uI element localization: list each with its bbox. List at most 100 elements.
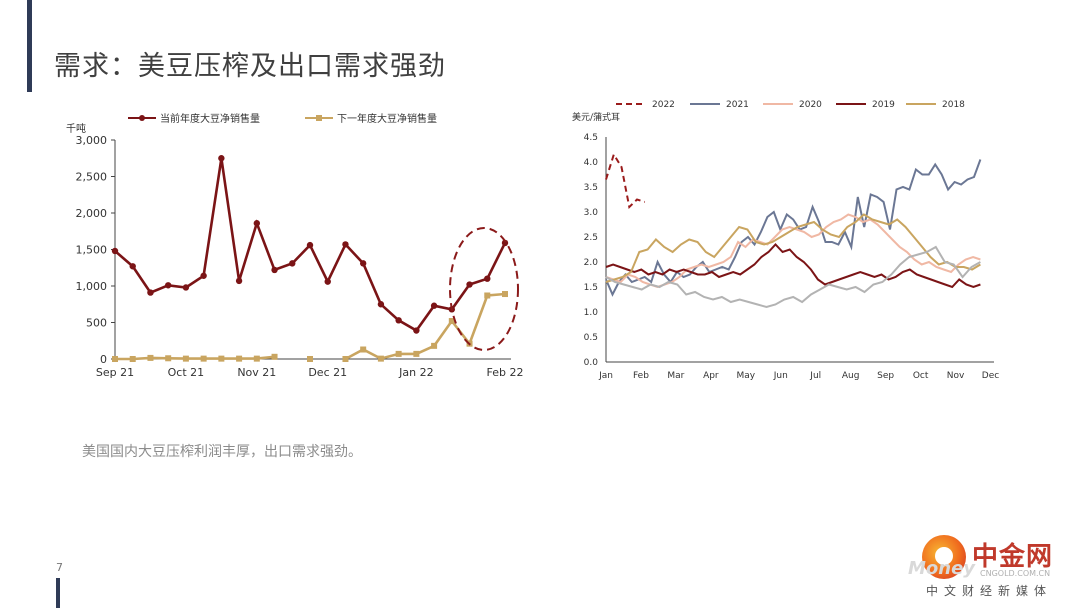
x-tick-label-right: Oct <box>913 371 929 381</box>
data-point <box>324 278 331 285</box>
data-point <box>182 284 190 291</box>
y-axis-label-right: 美元/蒲式耳 <box>572 111 620 123</box>
watermark-url: CNGOLD.COM.CN <box>980 569 1051 578</box>
data-point <box>147 354 154 361</box>
legend-label-right: 2020 <box>799 100 822 110</box>
y-tick-label-right: 4.0 <box>584 158 599 168</box>
x-tick-label-right: Jan <box>598 371 613 381</box>
y-tick-label-right: 1.0 <box>584 308 599 318</box>
y-tick-label-right: 1.5 <box>584 283 598 293</box>
y-tick-label-right: 4.5 <box>584 133 598 143</box>
legend-label-right: 2019 <box>872 100 895 110</box>
highlight-ellipse <box>449 227 519 351</box>
x-tick-label-right: Sep <box>877 371 894 381</box>
data-point <box>271 353 278 360</box>
x-tick-label-right: May <box>737 371 756 381</box>
data-point <box>502 291 508 298</box>
legend-label-right: 2018 <box>942 100 965 110</box>
series-line-right-3 <box>605 243 981 289</box>
watermark-subtitle: 中文财经新媒体 <box>926 584 1053 598</box>
x-tick-label-left: Feb 22 <box>487 366 524 379</box>
data-point <box>377 355 384 362</box>
x-tick-label-right: Feb <box>633 371 649 381</box>
series-line-right-2 <box>605 213 981 289</box>
series-line-right-0 <box>605 152 646 210</box>
legend-label-left: 下一年度大豆净销售量 <box>337 112 437 125</box>
data-point <box>200 272 207 279</box>
data-point <box>484 292 491 299</box>
x-tick-label-right: Jul <box>809 371 821 381</box>
data-point <box>359 260 367 267</box>
data-point <box>431 342 438 349</box>
data-point <box>271 266 278 274</box>
y-tick-label-left: 3,000 <box>76 134 108 147</box>
x-tick-label-left: Dec 21 <box>308 366 347 379</box>
data-point <box>111 247 119 255</box>
watermark-ghost-text: Money <box>908 558 976 579</box>
y-axis-label-left: 千吨 <box>66 122 86 135</box>
y-tick-label-left: 500 <box>86 317 107 330</box>
brand-logo-icon <box>922 535 966 579</box>
x-tick-label-right: Dec <box>982 371 999 381</box>
page-accent-bar <box>56 578 60 608</box>
slide-title: 需求：美豆压榨及出口需求强劲 <box>54 51 446 82</box>
data-point <box>430 302 438 309</box>
data-point <box>289 260 296 267</box>
x-tick-label-right: Nov <box>947 371 965 381</box>
x-tick-label-left: Oct 21 <box>168 366 205 379</box>
y-tick-label-right: 3.5 <box>584 183 598 193</box>
legend-marker-left <box>316 115 322 121</box>
data-point <box>129 356 136 362</box>
series-line-right-4 <box>605 213 981 283</box>
data-point <box>377 301 385 308</box>
data-point <box>342 241 349 248</box>
y-tick-label-right: 3.0 <box>584 208 599 218</box>
x-tick-label-left: Sep 21 <box>96 366 134 379</box>
slide-caption: 美国国内大豆压榨利润丰厚，出口需求强劲。 <box>82 444 362 460</box>
x-tick-label-right: Apr <box>703 371 719 381</box>
data-point <box>360 346 367 353</box>
page-number: 7 <box>56 561 63 574</box>
y-tick-label-left: 0 <box>100 353 107 366</box>
y-tick-label-right: 0.5 <box>584 333 598 343</box>
legend-label-right: 2021 <box>726 100 749 110</box>
y-tick-label-right: 0.0 <box>584 358 599 368</box>
data-point <box>235 277 243 285</box>
title-accent-bar <box>27 0 32 92</box>
data-point <box>413 327 420 334</box>
legend-label-left: 当前年度大豆净销售量 <box>160 112 260 125</box>
data-point <box>448 318 455 325</box>
data-point <box>236 355 243 362</box>
y-tick-label-left: 2,500 <box>76 171 108 184</box>
data-point <box>466 281 473 288</box>
y-tick-label-left: 1,500 <box>76 244 108 257</box>
data-point <box>484 275 491 282</box>
data-point <box>218 355 225 362</box>
watermark-brand: 中金网 <box>972 542 1054 572</box>
legend-label-right: 2022 <box>652 100 675 110</box>
data-point <box>182 355 189 362</box>
data-point <box>112 356 118 362</box>
data-point <box>307 356 313 362</box>
data-point <box>129 263 136 270</box>
x-tick-label-right: Mar <box>667 371 684 381</box>
x-tick-label-right: Jun <box>773 371 788 381</box>
y-tick-label-left: 2,000 <box>76 207 108 220</box>
series-line-right-1 <box>605 159 982 297</box>
y-tick-label-right: 2.0 <box>584 258 599 268</box>
data-point <box>395 317 402 324</box>
data-point <box>147 289 154 296</box>
x-tick-label-left: Nov 21 <box>237 366 276 379</box>
data-point <box>501 239 509 247</box>
y-tick-label-right: 2.5 <box>584 233 598 243</box>
legend-marker-left <box>139 115 145 121</box>
data-point <box>200 355 207 362</box>
data-point <box>253 220 261 227</box>
data-point <box>306 241 314 249</box>
data-point <box>253 355 260 362</box>
data-point <box>395 350 402 357</box>
data-point <box>164 282 172 289</box>
data-point <box>413 350 420 357</box>
x-tick-label-right: Aug <box>842 371 860 381</box>
